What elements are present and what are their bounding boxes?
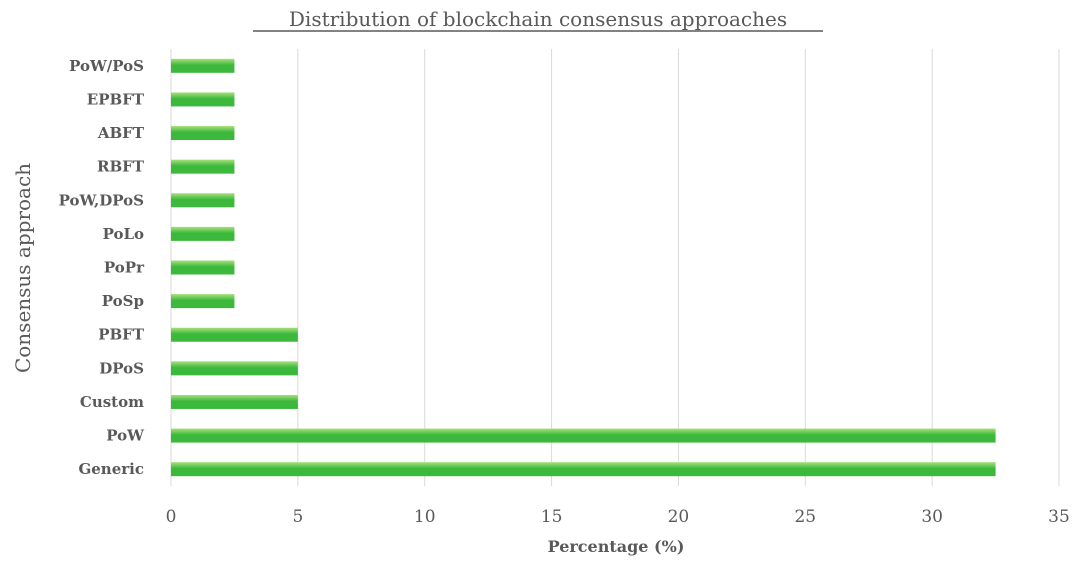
- category-label: PoW/PoS: [69, 57, 144, 75]
- bar: [171, 361, 298, 376]
- bar: [171, 159, 235, 174]
- bar: [171, 126, 235, 141]
- y-axis-label: Consensus approach: [11, 163, 35, 373]
- x-tick-label: 35: [1048, 507, 1070, 527]
- category-label: PoW,DPoS: [59, 191, 144, 209]
- x-tick-label: 20: [668, 507, 690, 527]
- category-label: PBFT: [98, 326, 145, 344]
- category-label: PoSp: [102, 292, 144, 310]
- x-tick-label: 25: [794, 507, 816, 527]
- bar: [171, 294, 235, 309]
- bar: [171, 226, 235, 241]
- category-label: ABFT: [97, 124, 145, 142]
- chart-title: Distribution of blockchain consensus app…: [289, 7, 787, 31]
- category-label: PoLo: [103, 225, 144, 243]
- bar: [171, 394, 298, 409]
- bar: [171, 462, 996, 477]
- bar: [171, 260, 235, 275]
- category-label: PoPr: [104, 259, 145, 277]
- category-label: Custom: [80, 393, 144, 411]
- x-tick-labels: 0 5 10 15 20 25 30 35: [166, 507, 1070, 527]
- category-labels: Generic PoW Custom DPoS PBFT PoSp PoPr PoLo PoW,…: [59, 57, 145, 478]
- bar: [171, 327, 298, 342]
- category-label: RBFT: [97, 158, 145, 176]
- x-tick-label: 15: [541, 507, 563, 527]
- x-tick-label: 30: [921, 507, 943, 527]
- gridlines: [170, 49, 1060, 486]
- x-axis-label: Percentage (%): [548, 537, 685, 556]
- category-label: PoW: [106, 427, 145, 445]
- category-label: DPoS: [99, 359, 144, 377]
- bar: [171, 428, 996, 443]
- bar: [171, 193, 235, 208]
- category-label: EPBFT: [87, 90, 145, 108]
- x-tick-label: 5: [292, 507, 303, 527]
- bars: [171, 58, 996, 477]
- x-tick-label: 10: [414, 507, 436, 527]
- bar: [171, 58, 235, 73]
- bar: [171, 92, 235, 107]
- x-tick-label: 0: [166, 507, 177, 527]
- category-label: Generic: [78, 460, 144, 478]
